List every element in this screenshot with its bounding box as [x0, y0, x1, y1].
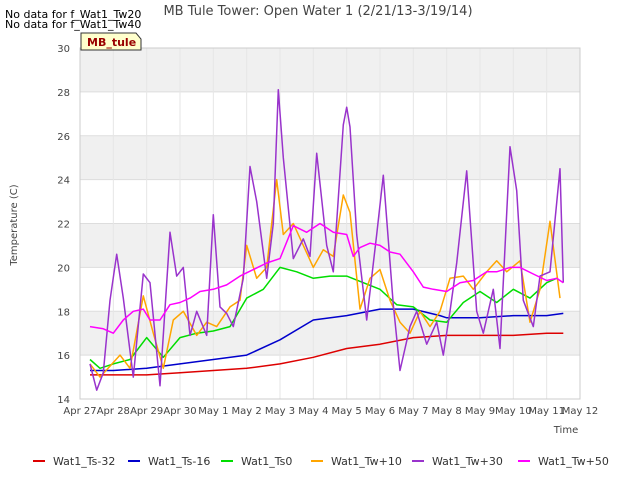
x-tick-label: Apr 29: [130, 406, 163, 417]
y-tick-label: 26: [57, 132, 70, 143]
y-axis-ticks: 14 16 18 20 22 24 26 28 30: [57, 44, 70, 406]
y-tick-label: 28: [57, 88, 70, 99]
x-tick-label: May 5: [332, 406, 362, 417]
plot-band: [80, 355, 580, 399]
x-tick-label: May 3: [265, 406, 295, 417]
y-tick-label: 18: [57, 307, 70, 318]
x-tick-label: May 10: [495, 406, 532, 417]
legend-label: Wat1_Tw+50: [538, 455, 609, 468]
no-data-note-2: No data for f_Wat1_Tw40: [5, 18, 141, 31]
plot-band: [80, 48, 580, 92]
x-tick-label: May 7: [398, 406, 428, 417]
y-tick-label: 16: [57, 351, 70, 362]
legend: Wat1_Ts-32 Wat1_Ts-16 Wat1_Ts0 Wat1_Tw+10 Wa…: [33, 455, 609, 468]
legend-label: Wat1_Ts-16: [148, 455, 210, 468]
plot-band: [80, 179, 580, 224]
y-tick-label: 30: [57, 44, 70, 55]
series-line-wat1-ts-32: [90, 332, 564, 376]
x-tick-label: May 4: [298, 406, 328, 417]
legend-item: Wat1_Tw+30: [412, 455, 503, 468]
series-line-wat1-tw-30: [89, 88, 565, 391]
legend-label: Wat1_Tw+10: [331, 455, 402, 468]
series-layer: [89, 88, 565, 391]
x-tick-label: Apr 27: [63, 406, 96, 417]
y-tick-label: 22: [57, 220, 70, 231]
legend-item: Wat1_Ts-32: [33, 455, 115, 468]
x-tick-label: May 6: [365, 406, 395, 417]
x-tick-label: May 9: [465, 406, 495, 417]
x-tick-label: Apr 30: [163, 406, 196, 417]
x-tick-label: May 1: [198, 406, 228, 417]
x-tick-label: May 11: [528, 406, 565, 417]
series-line-wat1-ts0: [89, 266, 558, 370]
legend-item: Wat1_Ts0: [221, 455, 292, 468]
x-tick-label: Apr 28: [97, 406, 130, 417]
legend-label: Wat1_Ts0: [241, 455, 292, 468]
chart-title: MB Tule Tower: Open Water 1 (2/21/13-3/1…: [163, 4, 472, 19]
x-axis-label: Time: [553, 425, 578, 436]
series-line-wat1-tw-10: [89, 178, 561, 378]
plot-band: [80, 267, 580, 312]
x-tick-label: May 12: [562, 406, 599, 417]
legend-item: Wat1_Tw+50: [518, 455, 609, 468]
plot-frame: [79, 47, 581, 400]
y-tick-label: 24: [57, 176, 70, 187]
y-tick-label: 20: [57, 263, 70, 274]
legend-item: Wat1_Tw+10: [311, 455, 402, 468]
station-tag: MB_tule: [80, 32, 142, 51]
x-tick-label: May 8: [432, 406, 462, 417]
x-tick-label: May 2: [232, 406, 262, 417]
no-data-note-1: No data for f_Wat1_Tw20: [5, 8, 141, 21]
legend-item: Wat1_Ts-16: [128, 455, 210, 468]
legend-label: Wat1_Tw+30: [432, 455, 503, 468]
plot-band: [80, 135, 580, 180]
y-axis-label: Temperature (C): [9, 184, 20, 266]
series-line-wat1-ts-16: [90, 308, 564, 372]
y-tick-label: 14: [57, 395, 70, 406]
station-tag-label: MB_tule: [87, 36, 136, 49]
plot-band: [80, 91, 580, 136]
series-line-wat1-tw-50: [89, 222, 564, 334]
legend-label: Wat1_Ts-32: [53, 455, 115, 468]
